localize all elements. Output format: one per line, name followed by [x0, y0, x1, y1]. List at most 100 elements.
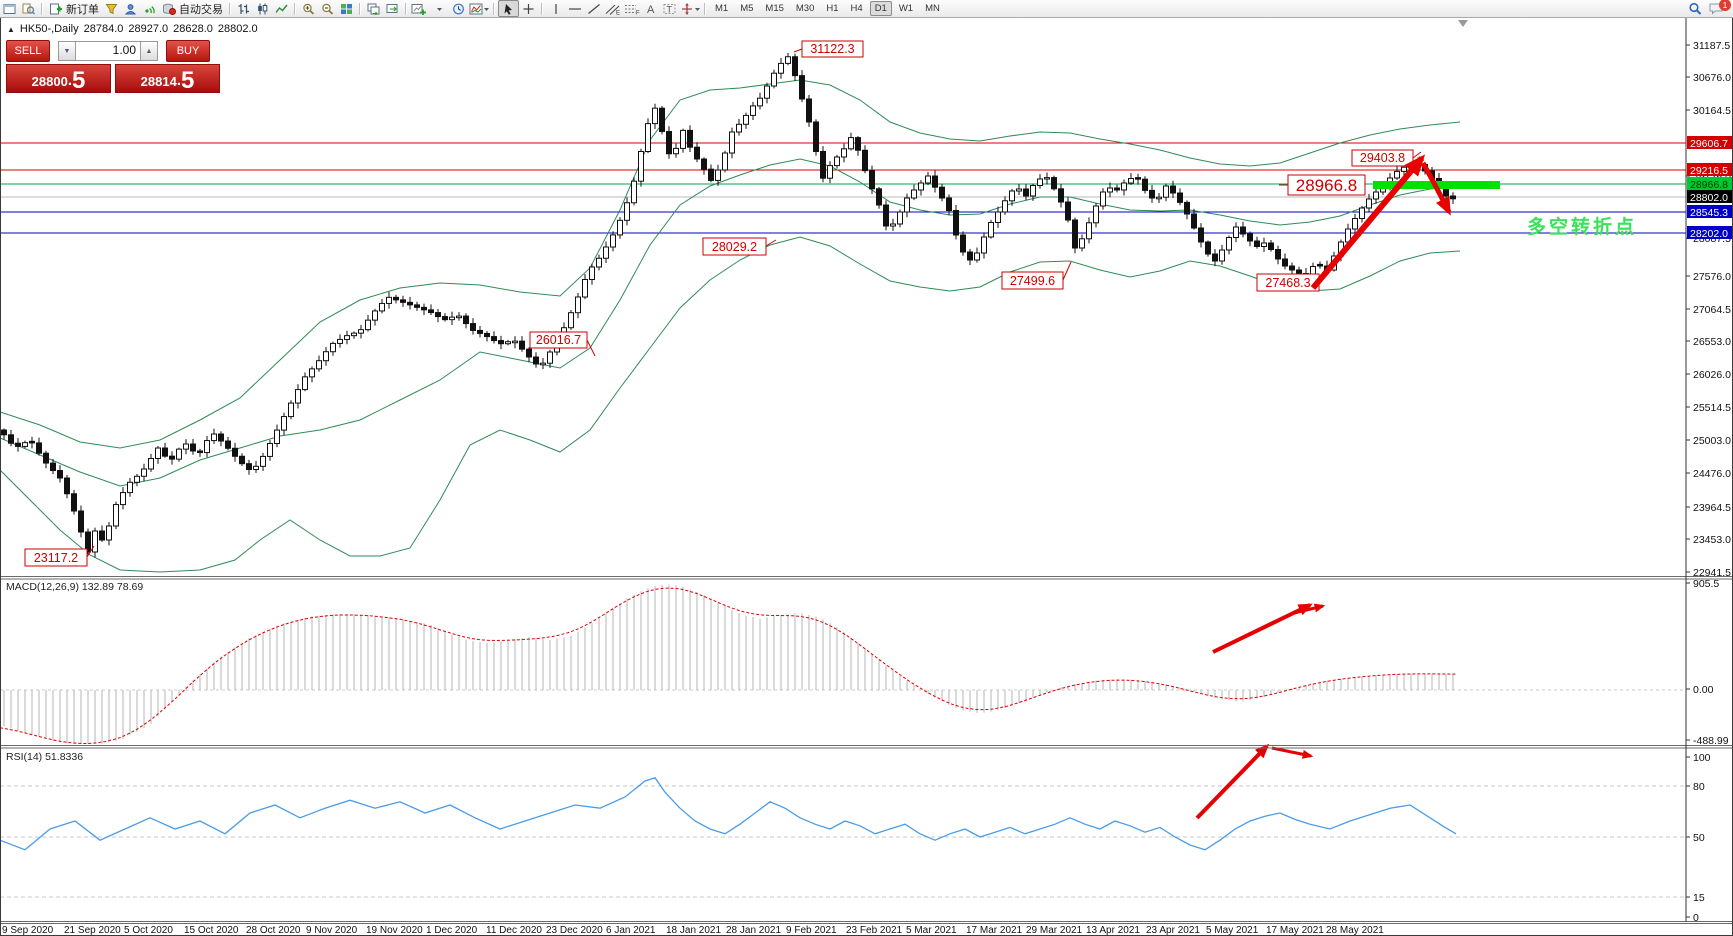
candle-body: [463, 315, 469, 325]
arrange-windows-icon[interactable]: [383, 1, 402, 16]
trend-arrow[interactable]: [1420, 161, 1452, 216]
candle-body: [498, 340, 504, 345]
callout-29403.8[interactable]: 29403.8: [1351, 149, 1422, 167]
channel-icon[interactable]: E: [603, 1, 622, 16]
buy-button[interactable]: BUY: [166, 40, 210, 62]
candle-body: [1401, 166, 1407, 172]
candle-body: [372, 310, 378, 321]
cascade-windows-icon[interactable]: [364, 1, 383, 16]
timeframe-M15[interactable]: M15: [765, 3, 784, 14]
candle-body: [57, 470, 63, 479]
vertical-line-icon[interactable]: [546, 1, 565, 16]
candle-body: [211, 433, 217, 442]
sell-price[interactable]: 28800 . 5: [6, 64, 111, 93]
signal-icon[interactable]: [140, 1, 159, 16]
candle-body: [1065, 201, 1071, 221]
timeframe-M1[interactable]: M1: [715, 3, 729, 14]
trend-arrow[interactable]: [1310, 154, 1426, 290]
callout-23117.2[interactable]: 23117.2: [24, 545, 95, 567]
trendline-icon[interactable]: [584, 1, 603, 16]
chart-shift-marker[interactable]: [1458, 20, 1468, 27]
candle-body: [309, 368, 315, 378]
profiles-dropdown-icon[interactable]: [430, 1, 449, 16]
preview-magnifier-icon[interactable]: [19, 1, 38, 16]
chart-window-icon[interactable]: [0, 1, 19, 16]
volume-decrement-button[interactable]: ▼: [58, 41, 76, 61]
timeframe-D1[interactable]: D1: [869, 1, 892, 16]
line-chart-icon[interactable]: [272, 1, 291, 16]
candle-body: [85, 531, 91, 553]
new-order-label[interactable]: 新订单: [66, 3, 99, 16]
timeframe-M5[interactable]: M5: [740, 3, 754, 14]
autotrade-icon[interactable]: [159, 1, 178, 16]
indicators-icon[interactable]: [468, 1, 490, 16]
candle-body: [505, 341, 511, 345]
callout-27499.6[interactable]: 27499.6: [1001, 261, 1072, 290]
sell-button[interactable]: SELL: [6, 40, 50, 62]
candle-body: [1268, 242, 1274, 250]
date-label: 18 Jan 2021: [666, 925, 721, 936]
toolbar-separator: [294, 2, 296, 15]
timeframe-H1[interactable]: H1: [826, 3, 839, 14]
candlestick-icon[interactable]: [253, 1, 272, 16]
callout-28029.2[interactable]: 28029.2: [702, 237, 777, 256]
search-icon[interactable]: [1686, 1, 1705, 16]
candle-body: [1058, 188, 1064, 203]
buy-price[interactable]: 28814 . 5: [115, 64, 220, 93]
candles: [1, 53, 1456, 558]
crosshair-icon[interactable]: [519, 1, 538, 16]
funnel-icon[interactable]: [102, 1, 121, 16]
candle-body: [988, 222, 994, 238]
ohlc-bars-icon[interactable]: [234, 1, 253, 16]
callout-26016.7[interactable]: 26016.7: [529, 331, 596, 357]
zoom-out-icon[interactable]: [318, 1, 337, 16]
collapse-arrow-icon[interactable]: ▲: [7, 24, 15, 34]
date-axis[interactable]: 9 Sep 2020 21 Sep 2020 5 Oct 2020 15 Oct 20…: [2, 925, 1384, 936]
cursor-icon[interactable]: [498, 0, 519, 17]
volume-increment-button[interactable]: ▲: [140, 41, 158, 61]
axis-tick-label: 26553.0: [1693, 336, 1731, 348]
timeframe-MN[interactable]: MN: [925, 3, 940, 14]
timeframe-H4[interactable]: H4: [850, 3, 863, 14]
fibonacci-icon[interactable]: F: [622, 1, 641, 16]
tile-windows-icon[interactable]: [337, 1, 356, 16]
candle-body: [785, 56, 791, 64]
price-level-lines[interactable]: [0, 142, 1686, 234]
candle-body: [757, 97, 763, 107]
expert-advisor-icon[interactable]: [121, 1, 140, 16]
label-icon[interactable]: T: [660, 1, 679, 16]
callout-28966.8[interactable]: 28966.8: [1279, 174, 1366, 196]
date-label: 9 Sep 2020: [2, 925, 54, 936]
trend-arrow[interactable]: [1195, 743, 1270, 820]
trend-arrow[interactable]: [1293, 603, 1326, 615]
volume-input[interactable]: 1.00: [76, 41, 140, 61]
timeframe-M30[interactable]: M30: [795, 3, 815, 14]
candle-body: [981, 236, 987, 254]
trend-arrow[interactable]: [1212, 603, 1313, 654]
candle-body: [736, 123, 742, 133]
axis-level-label: 28545.3: [1690, 207, 1728, 219]
candle-body: [631, 180, 637, 204]
candle-body: [771, 72, 777, 87]
text-icon[interactable]: A: [641, 1, 660, 16]
candle-body: [1072, 219, 1078, 249]
new-order-icon[interactable]: [46, 1, 65, 16]
callout-31122.3[interactable]: 31122.3: [793, 40, 864, 58]
trend-arrow[interactable]: [1271, 746, 1314, 759]
horizontal-line-icon[interactable]: [565, 1, 584, 16]
chat-icon[interactable]: 1: [1705, 0, 1731, 16]
candle-body: [575, 296, 581, 314]
price-axis[interactable]: 31187.530676.030164.529126.028087.527576…: [1685, 17, 1733, 924]
new-chart-icon[interactable]: [410, 1, 430, 16]
callout-27468.3[interactable]: 27468.3: [1256, 269, 1329, 292]
rsi-arrows: [1195, 743, 1314, 820]
arrows-tool-icon[interactable]: [679, 1, 701, 16]
candle-body: [855, 137, 861, 151]
autotrade-label[interactable]: 自动交易: [179, 3, 223, 16]
callout-text: 28029.2: [712, 240, 757, 254]
candle-body: [267, 443, 273, 457]
clock-icon[interactable]: [449, 1, 468, 16]
zoom-in-icon[interactable]: [299, 1, 318, 16]
timeframe-W1[interactable]: W1: [898, 3, 914, 14]
